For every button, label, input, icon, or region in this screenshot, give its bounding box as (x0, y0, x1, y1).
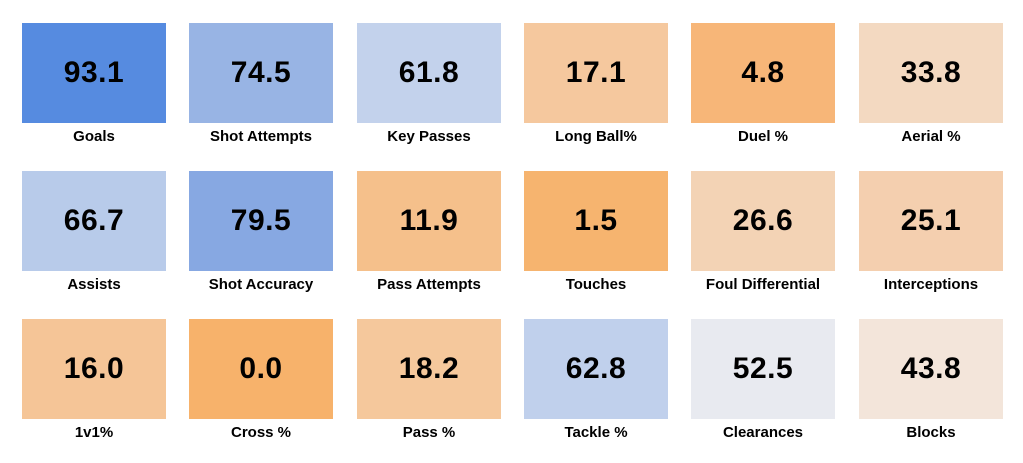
stat-value: 25.1 (900, 204, 962, 237)
stat-label: Aerial % (901, 128, 961, 145)
stat-tile-box: 11.9 (357, 171, 501, 271)
stat-tile: 79.5 Shot Accuracy (189, 171, 333, 293)
stat-value: 43.8 (900, 352, 962, 385)
stat-label: Clearances (722, 424, 804, 441)
stat-tile-box: 79.5 (189, 171, 333, 271)
stat-tile: 33.8 Aerial % (859, 23, 1003, 145)
stat-label: 1v1% (74, 424, 114, 441)
stat-tile-box: 66.7 (22, 171, 166, 271)
stat-label: Touches (565, 276, 627, 293)
stat-label: Duel % (737, 128, 788, 145)
stat-tile: 25.1 Interceptions (859, 171, 1003, 293)
stat-tile: 66.7 Assists (22, 171, 166, 293)
stat-value: 26.6 (732, 204, 794, 237)
stat-tile: 11.9 Pass Attempts (357, 171, 501, 293)
stat-tile-box: 52.5 (691, 319, 835, 419)
stat-label: Interceptions (883, 276, 979, 293)
stat-tile: 18.2 Pass % (357, 319, 501, 441)
stat-value: 74.5 (230, 56, 292, 89)
stat-value: 11.9 (399, 204, 459, 237)
stat-value: 18.2 (398, 352, 460, 385)
stat-tile: 74.5 Shot Attempts (189, 23, 333, 145)
stat-value: 93.1 (63, 56, 125, 89)
stat-value: 66.7 (63, 204, 125, 237)
stat-value: 79.5 (230, 204, 292, 237)
stat-label: Pass Attempts (377, 276, 481, 293)
stat-label: Long Ball% (555, 128, 637, 145)
stat-label: Goals (73, 128, 115, 145)
stat-label: Assists (67, 276, 121, 293)
stat-tile-box: 17.1 (524, 23, 668, 123)
stat-tile: 17.1 Long Ball% (524, 23, 668, 145)
stat-tile: 16.0 1v1% (22, 319, 166, 441)
stat-tile-box: 16.0 (22, 319, 166, 419)
stat-tile-box: 0.0 (189, 319, 333, 419)
stat-tile-box: 62.8 (524, 319, 668, 419)
stat-tile-box: 93.1 (22, 23, 166, 123)
stat-tile-box: 26.6 (691, 171, 835, 271)
stat-tile-box: 1.5 (524, 171, 668, 271)
stat-tile-box: 4.8 (691, 23, 835, 123)
stat-label: Shot Attempts (210, 128, 312, 145)
stat-tile: 52.5 Clearances (691, 319, 835, 441)
stat-tile: 0.0 Cross % (189, 319, 333, 441)
stat-label: Key Passes (387, 128, 471, 145)
stat-value: 17.1 (565, 56, 627, 89)
stat-tile: 4.8 Duel % (691, 23, 835, 145)
stat-label: Foul Differential (705, 276, 821, 293)
stat-value: 52.5 (732, 352, 794, 385)
stat-tile-box: 25.1 (859, 171, 1003, 271)
stat-tile-box: 33.8 (859, 23, 1003, 123)
stat-value: 61.8 (398, 56, 460, 89)
stat-label: Cross % (230, 424, 292, 441)
stat-tile: 61.8 Key Passes (357, 23, 501, 145)
stat-tile: 93.1 Goals (22, 23, 166, 145)
stat-value: 33.8 (900, 56, 962, 89)
stat-tile-box: 43.8 (859, 319, 1003, 419)
stat-value: 62.8 (565, 352, 627, 385)
stat-tile: 43.8 Blocks (859, 319, 1003, 441)
stat-value: 16.0 (63, 352, 125, 385)
stat-label: Pass % (402, 424, 456, 441)
stat-tile-box: 61.8 (357, 23, 501, 123)
stat-tile-box: 74.5 (189, 23, 333, 123)
stat-label: Blocks (906, 424, 956, 441)
stat-value: 4.8 (741, 56, 785, 89)
stat-label: Shot Accuracy (208, 276, 314, 293)
stat-tile: 1.5 Touches (524, 171, 668, 293)
stat-value: 0.0 (239, 352, 283, 385)
stat-tile: 62.8 Tackle % (524, 319, 668, 441)
stat-label: Tackle % (564, 424, 628, 441)
stat-value: 1.5 (574, 204, 618, 237)
stat-tile-box: 18.2 (357, 319, 501, 419)
stat-tile: 26.6 Foul Differential (691, 171, 835, 293)
